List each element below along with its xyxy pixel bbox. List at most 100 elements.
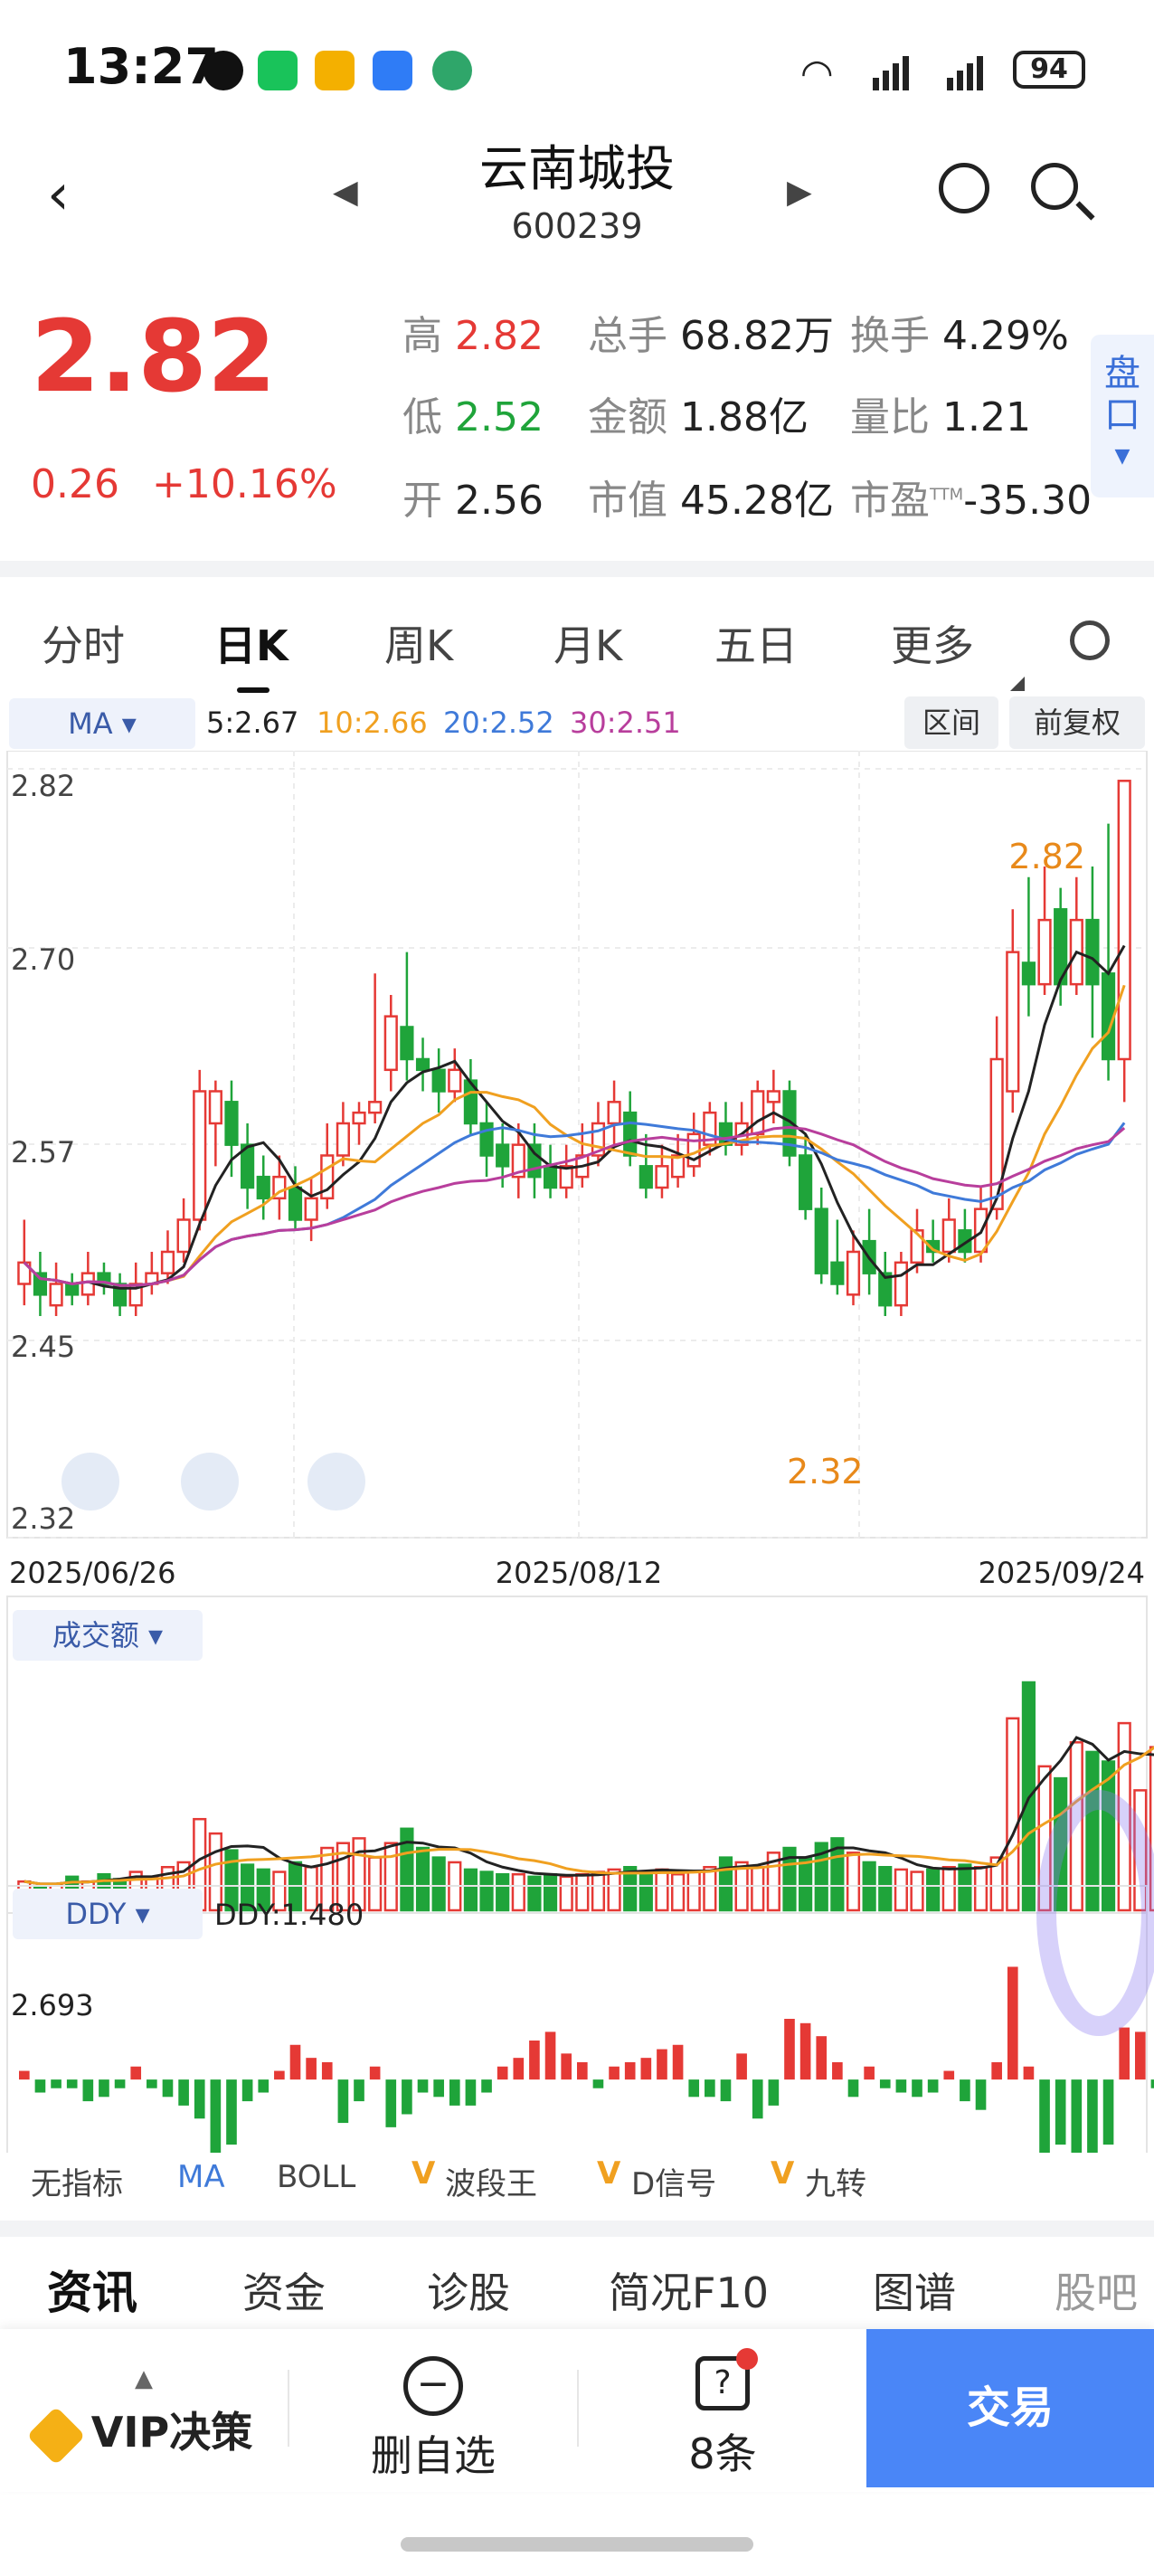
- candle-body: [766, 1090, 780, 1103]
- highlight-circle: [1036, 1790, 1154, 2036]
- volume-bar: [703, 1866, 717, 1912]
- ddy-bar: [847, 2079, 859, 2098]
- volume-bar: [1006, 1717, 1020, 1912]
- order-book-button[interactable]: 盘口 ▼: [1091, 335, 1154, 497]
- volume-bar: [463, 1868, 478, 1912]
- range-button[interactable]: 区间: [904, 696, 998, 749]
- ddy-bar: [672, 2044, 684, 2080]
- volume-bar: [479, 1870, 494, 1912]
- tab-forum[interactable]: 股吧: [1055, 2268, 1138, 2317]
- candle-body: [799, 1154, 813, 1210]
- tab-funds[interactable]: 资金: [242, 2268, 326, 2317]
- kline-chart-svg[interactable]: 2.82 2.70 2.57 2.45 2.32 2025/06/26 2025/08/12…: [0, 751, 1154, 2153]
- tab-news[interactable]: 资讯: [47, 2267, 137, 2319]
- candle-body: [49, 1283, 63, 1307]
- ddy-bar: [417, 2079, 429, 2093]
- ddy-bar: [879, 2079, 891, 2088]
- ddy-bar: [943, 2070, 955, 2080]
- candle-body: [638, 1165, 653, 1189]
- tab-five-day[interactable]: 五日: [714, 621, 798, 670]
- ask-button[interactable]: ? 8条: [579, 2329, 866, 2487]
- volume-select[interactable]: 成交额 ▾: [13, 1610, 203, 1661]
- volume-bar: [718, 1856, 733, 1912]
- ddy-bar: [321, 2061, 333, 2080]
- vip-decision-button[interactable]: ▲ VIP决策: [0, 2329, 288, 2487]
- ddy-bar: [194, 2079, 205, 2119]
- ddy-bar: [1119, 2027, 1130, 2080]
- wifi-icon: ◠: [800, 51, 834, 95]
- high-label: 高: [402, 313, 442, 359]
- candle-body: [496, 1143, 510, 1168]
- candle-body: [814, 1208, 828, 1274]
- settings-gear-icon[interactable]: [1070, 620, 1110, 660]
- indicator-boll[interactable]: BOLL: [277, 2159, 356, 2195]
- volume-bar: [496, 1872, 510, 1912]
- tab-monthly-k[interactable]: 月K: [553, 621, 623, 670]
- ddy-bar: [402, 2079, 412, 2115]
- tab-more[interactable]: 更多: [891, 621, 974, 670]
- tab-diagnose[interactable]: 诊股: [427, 2268, 510, 2317]
- x-tick-label: 2025/06/26: [9, 1556, 175, 1590]
- volume-bar: [670, 1872, 686, 1912]
- volume-bar: [973, 1866, 988, 1912]
- tab-graph[interactable]: 图谱: [873, 2268, 956, 2317]
- ddy-bar: [1023, 2066, 1035, 2080]
- tab-f10[interactable]: 简况F10: [609, 2268, 769, 2317]
- chevron-left-icon[interactable]: ‹: [47, 161, 70, 227]
- ddy-select[interactable]: DDY ▾: [13, 1889, 203, 1939]
- indicator-d-signal[interactable]: D信号: [631, 2166, 717, 2202]
- candle-body: [623, 1111, 638, 1157]
- ask-count-label: 8条: [688, 2429, 757, 2478]
- qq-icon: [203, 51, 243, 90]
- ddy-bar: [799, 2022, 811, 2080]
- open-label: 开: [402, 478, 442, 524]
- tab-daily-k[interactable]: 日K: [214, 621, 288, 670]
- ddy-bar: [385, 2079, 397, 2127]
- ddy-bar: [991, 2061, 1002, 2080]
- amount-value: 1.88亿: [680, 394, 809, 440]
- volume-bar: [1117, 1721, 1131, 1912]
- candle-body: [782, 1090, 797, 1157]
- volume-bar: [1037, 1765, 1052, 1912]
- ddy-bar: [481, 2079, 492, 2093]
- ddy-bar: [465, 2079, 477, 2106]
- prev-stock-icon[interactable]: ◀: [333, 174, 358, 211]
- next-stock-icon[interactable]: ▶: [787, 174, 812, 211]
- ddy-bar: [162, 2079, 174, 2098]
- ddy-tick-label: 2.693: [11, 1988, 94, 2022]
- last-price: 2.82: [31, 298, 277, 414]
- battery-icon: 94: [1013, 51, 1085, 89]
- volume-bar: [415, 1846, 430, 1912]
- ddy-bar: [752, 2079, 763, 2119]
- ask-icon: ?: [695, 2348, 758, 2410]
- ddy-bar: [1055, 2079, 1066, 2145]
- fullscreen-icon: [307, 1453, 365, 1511]
- ddy-bar: [433, 2079, 444, 2098]
- volume-bar: [527, 1875, 542, 1912]
- indicator-ma[interactable]: MA: [177, 2159, 225, 2195]
- tab-weekly-k[interactable]: 周K: [384, 621, 454, 670]
- vip-decision-label: VIP决策: [90, 2408, 253, 2457]
- volume-bar: [926, 1868, 941, 1912]
- ddy-bar: [960, 2079, 970, 2102]
- tab-intraday[interactable]: 分时: [42, 621, 125, 670]
- indicator-band-king[interactable]: 波段王: [445, 2166, 537, 2202]
- search-icon[interactable]: [1031, 163, 1078, 210]
- indicator-none[interactable]: 无指标: [31, 2166, 123, 2202]
- indicator-nine-turn[interactable]: 九转: [805, 2166, 866, 2202]
- adjust-button[interactable]: 前复权: [1009, 696, 1145, 749]
- refresh-icon[interactable]: [939, 163, 989, 213]
- ddy-bar: [864, 2066, 875, 2080]
- trade-button[interactable]: 交易: [866, 2329, 1154, 2487]
- candle-body: [208, 1090, 222, 1125]
- ma-select[interactable]: MA ▾: [9, 698, 195, 749]
- candle-body: [511, 1143, 525, 1179]
- ddy-bar: [768, 2079, 780, 2106]
- remove-watchlist-button[interactable]: − 删自选: [289, 2329, 577, 2487]
- app-notify-icon: [432, 51, 472, 90]
- divider: [577, 2370, 579, 2447]
- status-bar: 13:27 ◠ 94: [0, 0, 1154, 136]
- ddy-bar: [513, 2058, 525, 2080]
- x-tick-label: 2025/08/12: [496, 1556, 662, 1590]
- ddy-bar: [592, 2079, 604, 2088]
